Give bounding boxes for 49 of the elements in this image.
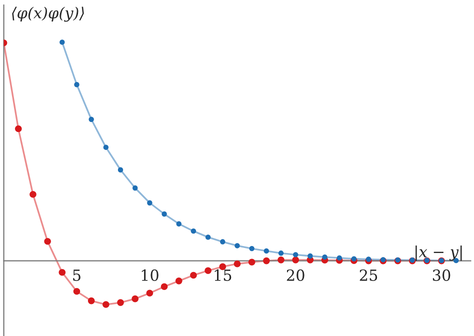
point	[14, 125, 22, 132]
point	[308, 253, 313, 259]
point	[162, 211, 167, 217]
point	[263, 257, 270, 264]
x-axis-title: |x − y|	[416, 246, 462, 261]
point	[264, 248, 270, 254]
x-tick-label: 30	[432, 269, 450, 281]
point	[132, 185, 138, 191]
point	[293, 252, 298, 258]
x-tick-label: 25	[360, 269, 378, 281]
point	[73, 288, 80, 295]
x-tick-label: 20	[286, 269, 304, 281]
point	[190, 272, 197, 279]
point	[322, 254, 328, 260]
point	[147, 200, 152, 206]
point	[234, 260, 241, 268]
point	[351, 256, 357, 262]
point	[248, 258, 256, 266]
y-axis-title: ⟨φ(x)φ(y)⟩	[12, 6, 84, 22]
point	[249, 246, 254, 252]
point	[190, 228, 196, 234]
point	[146, 290, 154, 297]
point	[220, 239, 226, 244]
point	[278, 256, 284, 264]
point	[88, 297, 95, 304]
point	[176, 221, 182, 226]
point	[160, 283, 168, 290]
point	[58, 268, 66, 276]
x-tick-label: 10	[142, 269, 158, 281]
x-tick-label: 15	[214, 269, 232, 281]
point	[44, 238, 51, 245]
point	[117, 299, 124, 306]
point	[366, 256, 372, 262]
point	[60, 40, 65, 45]
point	[336, 255, 342, 261]
point	[88, 116, 94, 122]
point	[278, 250, 284, 256]
point	[118, 167, 124, 172]
point	[234, 243, 240, 248]
x-tick-label: 5	[73, 270, 80, 281]
point	[74, 82, 80, 88]
point	[102, 301, 110, 308]
point	[132, 295, 139, 302]
point	[205, 234, 211, 240]
point	[175, 278, 182, 284]
point	[30, 190, 36, 198]
point	[292, 256, 299, 264]
point	[204, 267, 212, 274]
point	[103, 144, 109, 150]
